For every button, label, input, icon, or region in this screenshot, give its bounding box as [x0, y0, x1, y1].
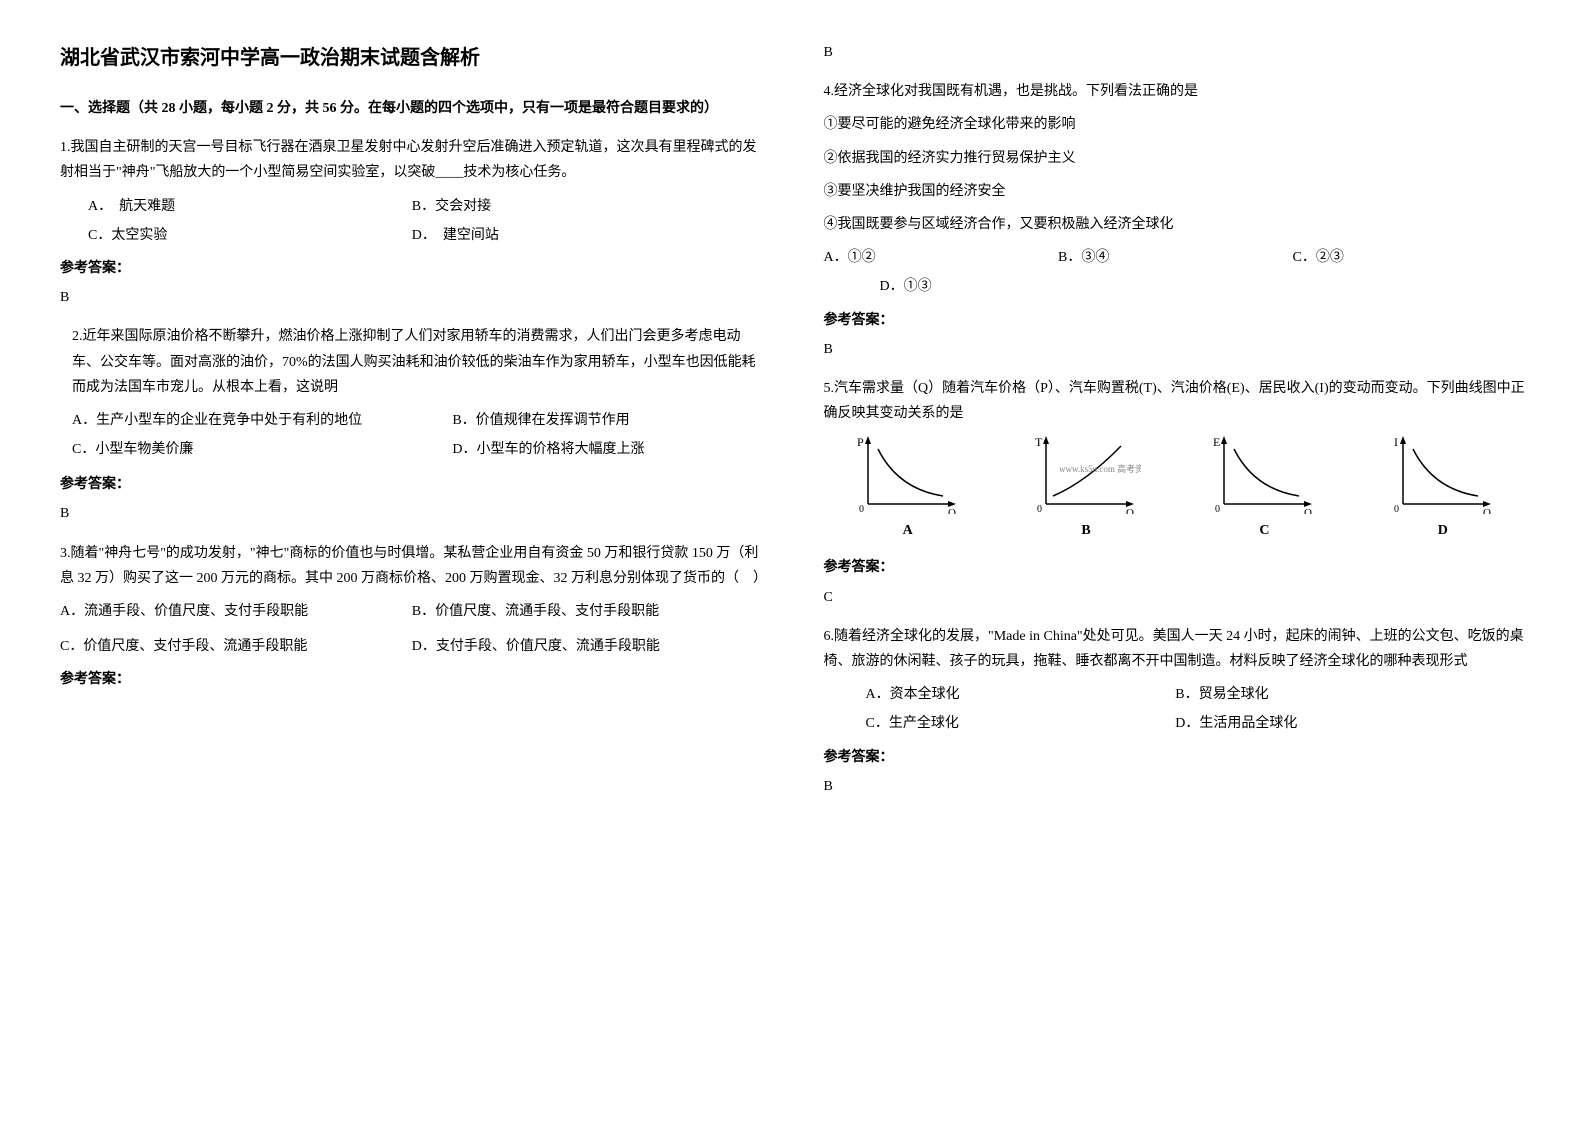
left-column: 湖北省武汉市索河中学高一政治期末试题含解析 一、选择题（共 28 小题，每小题 …: [60, 40, 764, 813]
option-a: A．①②: [824, 245, 1059, 270]
sub-2: ②依据我国的经济实力推行贸易保护主义: [824, 146, 1528, 171]
section-instruction: 一、选择题（共 28 小题，每小题 2 分，共 56 分。在每小题的四个选项中，…: [60, 96, 764, 121]
x-label: Q: [948, 507, 956, 514]
x-label: Q: [1304, 507, 1312, 514]
option-d: D．小型车的价格将大幅度上涨: [452, 437, 763, 462]
option-a: A．资本全球化: [824, 682, 1176, 707]
chart-b-label: B: [1081, 518, 1090, 543]
origin: 0: [1394, 504, 1399, 514]
question-text: 1.我国自主研制的天宫一号目标飞行器在酒泉卫星发射中心发射升空后准确进入预定轨道…: [60, 135, 764, 185]
right-column: B 4.经济全球化对我国既有机遇，也是挑战。下列看法正确的是 ①要尽可能的避免经…: [824, 40, 1528, 813]
chart-c-svg: E Q 0: [1209, 434, 1319, 514]
origin: 0: [1037, 504, 1042, 514]
sub-3: ③要坚决维护我国的经济安全: [824, 179, 1528, 204]
x-label: Q: [1483, 507, 1491, 514]
option-b: B．价值规律在发挥调节作用: [452, 408, 763, 433]
q-num: 4.: [824, 84, 835, 99]
x-label: Q: [1126, 507, 1134, 514]
options: A．①② B．③④ C．②③ D．①③: [824, 245, 1528, 299]
q-num: 2.: [72, 329, 83, 344]
option-d: D．生活用品全球化: [1175, 711, 1527, 736]
question-1: 1.我国自主研制的天宫一号目标飞行器在酒泉卫星发射中心发射升空后准确进入预定轨道…: [60, 135, 764, 310]
question-text: 5.汽车需求量（Q）随着汽车价格（P）、汽车购置税(T)、汽油价格(E)、居民收…: [824, 376, 1528, 426]
option-c: C．生产全球化: [824, 711, 1176, 736]
question-2: 2.近年来国际原油价格不断攀升，燃油价格上涨抑制了人们对家用轿车的消费需求，人们…: [60, 324, 764, 462]
chart-row: P Q 0 A T Q 0 www.ks5u.com 高考资源网首: [824, 434, 1528, 543]
option-b: B．价值尺度、流通手段、支付手段职能: [412, 599, 764, 624]
option-d: D．支付手段、价值尺度、流通手段职能: [412, 634, 764, 659]
question-6: 6.随着经济全球化的发展，"Made in China"处处可见。美国人一天 2…: [824, 624, 1528, 799]
sub-4: ④我国既要参与区域经济合作，又要积极融入经济全球化: [824, 212, 1528, 237]
question-3: 3.随着"神舟七号"的成功发射，"神七"商标的价值也与时俱增。某私营企业用自有资…: [60, 541, 764, 693]
option-c: C．小型车物美价廉: [72, 437, 452, 462]
option-d: D．①③: [824, 274, 1528, 299]
question-4: 4.经济全球化对我国既有机遇，也是挑战。下列看法正确的是 ①要尽可能的避免经济全…: [824, 79, 1528, 362]
answer: B: [824, 337, 1528, 362]
answer-label: 参考答案：: [824, 308, 1528, 333]
origin: 0: [859, 504, 864, 514]
answer: C: [824, 585, 1528, 610]
y-label: P: [857, 435, 864, 449]
q-body: 随着经济全球化的发展，"Made in China"处处可见。美国人一天 24 …: [824, 629, 1524, 669]
option-c: C．太空实验: [60, 223, 412, 248]
q-num: 1.: [60, 140, 71, 155]
q-num: 3.: [60, 546, 71, 561]
question-text: 3.随着"神舟七号"的成功发射，"神七"商标的价值也与时俱增。某私营企业用自有资…: [60, 541, 764, 591]
answer: B: [60, 501, 764, 526]
q-body: 经济全球化对我国既有机遇，也是挑战。下列看法正确的是: [834, 84, 1198, 99]
answer: B: [60, 285, 764, 310]
option-a: A．生产小型车的企业在竞争中处于有利的地位: [72, 408, 452, 433]
option-b: B．③④: [1058, 245, 1293, 270]
answer-label: 参考答案：: [60, 667, 764, 692]
options: A． 航天难题 B．交会对接 C．太空实验 D． 建空间站: [60, 194, 764, 248]
q-body: 随着"神舟七号"的成功发射，"神七"商标的价值也与时俱增。某私营企业用自有资金 …: [60, 546, 767, 586]
chart-b-svg: T Q 0 www.ks5u.com 高考资源网首发: [1031, 434, 1141, 514]
question-text: 4.经济全球化对我国既有机遇，也是挑战。下列看法正确的是: [824, 79, 1528, 104]
option-b: B．交会对接: [412, 194, 764, 219]
answer-q3: B: [824, 40, 1528, 65]
y-label: I: [1394, 435, 1398, 449]
q-num: 6.: [824, 629, 835, 644]
sub-1: ①要尽可能的避免经济全球化带来的影响: [824, 112, 1528, 137]
options: A．资本全球化 B．贸易全球化 C．生产全球化 D．生活用品全球化: [824, 682, 1528, 736]
chart-c: E Q 0 C: [1180, 434, 1348, 543]
chart-d-svg: I Q 0: [1388, 434, 1498, 514]
chart-d-label: D: [1438, 518, 1448, 543]
answer-label: 参考答案：: [824, 745, 1528, 770]
options: A．生产小型车的企业在竞争中处于有利的地位 B．价值规律在发挥调节作用 C．小型…: [72, 408, 764, 462]
chart-b: T Q 0 www.ks5u.com 高考资源网首发 B: [1002, 434, 1170, 543]
y-label: T: [1035, 435, 1043, 449]
chart-d: I Q 0 D: [1359, 434, 1527, 543]
question-text: 6.随着经济全球化的发展，"Made in China"处处可见。美国人一天 2…: [824, 624, 1528, 674]
q-body: 汽车需求量（Q）随着汽车价格（P）、汽车购置税(T)、汽油价格(E)、居民收入(…: [824, 381, 1525, 421]
options: A．流通手段、价值尺度、支付手段职能 B．价值尺度、流通手段、支付手段职能 C．…: [60, 599, 764, 659]
option-c: C．价值尺度、支付手段、流通手段职能: [60, 634, 412, 659]
y-label: E: [1213, 435, 1220, 449]
answer-label: 参考答案：: [824, 555, 1528, 580]
question-5: 5.汽车需求量（Q）随着汽车价格（P）、汽车购置税(T)、汽油价格(E)、居民收…: [824, 376, 1528, 610]
q-num: 5.: [824, 381, 835, 396]
answer-label: 参考答案：: [60, 472, 764, 497]
chart-c-label: C: [1259, 518, 1269, 543]
page-title: 湖北省武汉市索河中学高一政治期末试题含解析: [60, 40, 764, 76]
chart-a-svg: P Q 0: [853, 434, 963, 514]
option-a: A．流通手段、价值尺度、支付手段职能: [60, 599, 412, 624]
option-a: A． 航天难题: [60, 194, 412, 219]
watermark: www.ks5u.com 高考资源网首发: [1059, 463, 1141, 474]
option-d: D． 建空间站: [412, 223, 764, 248]
answer-label: 参考答案：: [60, 256, 764, 281]
question-text: 2.近年来国际原油价格不断攀升，燃油价格上涨抑制了人们对家用轿车的消费需求，人们…: [72, 324, 764, 400]
chart-a: P Q 0 A: [824, 434, 992, 543]
q-body: 我国自主研制的天宫一号目标飞行器在酒泉卫星发射中心发射升空后准确进入预定轨道，这…: [60, 140, 757, 180]
option-c: C．②③: [1293, 245, 1528, 270]
q-body: 近年来国际原油价格不断攀升，燃油价格上涨抑制了人们对家用轿车的消费需求，人们出门…: [72, 329, 756, 394]
answer: B: [824, 774, 1528, 799]
origin: 0: [1215, 504, 1220, 514]
option-b: B．贸易全球化: [1175, 682, 1527, 707]
chart-a-label: A: [903, 518, 913, 543]
